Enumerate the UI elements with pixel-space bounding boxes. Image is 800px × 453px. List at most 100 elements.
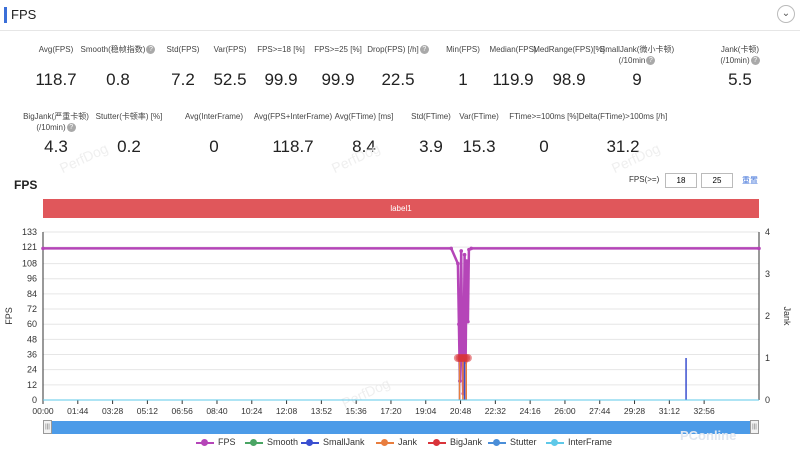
x-tick-label: 15:36 [346,406,368,415]
metric-value: 9 [632,70,642,89]
metric-value: 31.2 [606,137,640,156]
metric-value: 0 [539,137,549,156]
x-tick-label: 32:56 [693,406,715,415]
chart-legend: FPS Smooth SmallJank Jank BigJank Stutter Inte… [0,437,800,451]
x-tick-label: 24:16 [520,406,542,415]
metric-label: Min(FPS) [446,45,480,54]
help-icon[interactable]: ? [750,56,760,66]
y-tick-label: 121 [22,242,37,252]
metric-metrics_row1-1: Smooth(稳帧指数)? 0.8 [68,44,168,90]
legend-item-smooth[interactable]: Smooth [245,437,298,447]
metric-metrics_row2-6: Var(FTime) 15.3 [429,111,529,157]
legend-label: BigJank [450,437,483,447]
metric-value: 7.2 [171,70,195,89]
x-tick-label: 03:28 [102,406,124,415]
x-tick-label: 05:12 [137,406,159,415]
metric-value: 0.2 [117,137,141,156]
legend-label: FPS [218,437,236,447]
x-tick-label: 27:44 [589,406,611,415]
y-tick-label: 0 [32,395,37,405]
y-tick-label: 24 [27,365,37,375]
metric-label: FPS>=25 [%] [314,45,362,54]
series-point-fps [459,249,464,253]
help-icon[interactable]: ? [419,45,429,55]
x-tick-label: 12:08 [276,406,298,415]
metric-value: 98.9 [552,70,586,89]
metric-label: Avg(FTime) [ms] [334,112,394,121]
time-range-slider[interactable]: ||| ||| [43,420,759,434]
metric-label: SmallJank(微小卡顿) (/10min? [599,45,675,66]
metric-label: Drop(FPS) [/h]? [348,44,448,55]
label-banner[interactable]: label1 [43,199,759,218]
metric-value: 3.9 [419,137,443,156]
legend-item-stutter[interactable]: Stutter [488,437,537,447]
metric-label: Var(FTime) [459,112,499,121]
help-icon[interactable]: ? [146,45,156,55]
x-tick-label: 19:04 [415,406,437,415]
series-point-fps [456,261,460,266]
help-icon[interactable]: ? [646,56,656,66]
x-tick-label: 26:00 [554,406,576,415]
fps-threshold-label: FPS(>=) [629,175,660,184]
series-point-fps [449,246,453,251]
footer-logo: PConline [680,428,737,443]
legend-item-interframe[interactable]: InterFrame [546,437,612,447]
metric-value: 119.9 [492,70,534,89]
y-tick-label: 84 [27,289,37,299]
legend-label: Smooth [267,437,299,447]
reset-button[interactable]: 重置 [742,176,758,185]
metric-metrics_row1-0: Avg(FPS) 118.7 [6,44,106,90]
x-tick-label: 08:40 [206,406,228,415]
y2-tick-label: 3 [765,269,770,279]
metric-value: 22.5 [381,70,415,89]
chevron-down-icon[interactable]: ⌄ [777,5,795,23]
y-tick-label: 12 [27,380,37,390]
series-point-fps [462,252,467,257]
legend-swatch [196,438,214,446]
metric-metrics_row1-5: FPS>=25 [%] 99.9 [288,44,388,90]
fps-threshold-input-1[interactable] [665,173,697,188]
legend-item-fps[interactable]: FPS [196,437,236,447]
x-tick-label: 06:56 [172,406,194,415]
metric-value: 1 [458,70,468,89]
legend-item-bigjank[interactable]: BigJank [428,437,482,447]
metric-metrics_row2-5: Std(FTime) 3.9 [381,111,481,157]
slider-right-handle[interactable]: ||| [750,420,759,434]
metric-label: FTime>=100ms [%] [509,112,579,121]
metric-label: Avg(FPS+InterFrame) [253,112,333,121]
y-tick-label: 72 [27,304,37,314]
series-point-fps [41,246,45,251]
metric-label: Delta(FTime)>100ms [/h] [578,112,668,121]
x-tick-label: 20:48 [450,406,472,415]
legend-item-smalljank[interactable]: SmallJank [301,437,365,447]
metric-label: Jank(卡顿) (/10min)? [720,45,760,66]
legend-swatch [546,438,564,446]
metric-metrics_row2-4: Avg(FTime) [ms] 8.4 [314,111,414,157]
series-point-fps [457,322,461,327]
x-tick-label: 01:44 [67,406,89,415]
metric-metrics_row2-3: Avg(FPS+InterFrame) 118.7 [243,111,343,157]
metric-metrics_row1-2: Std(FPS) 7.2 [133,44,233,90]
metric-metrics_row1-8: Median(FPS) 119.9 [463,44,563,90]
slider-left-handle[interactable]: ||| [43,420,52,434]
help-icon[interactable]: ? [66,123,76,133]
metric-metrics_row1-4: FPS>=18 [%] 99.9 [231,44,331,90]
metric-value: 118.7 [35,70,77,89]
legend-swatch [376,438,394,446]
metric-metrics_row2-0: BigJank(严重卡顿) (/10min)? 4.3 [6,111,106,157]
metric-metrics_row2-2: Avg(InterFrame) 0 [164,111,264,157]
legend-label: SmallJank [323,437,365,447]
metric-label: Median(FPS) [489,45,537,54]
panel-title: FPS [11,7,37,22]
metric-value: 118.7 [272,137,314,156]
fps-threshold-input-2[interactable] [701,173,733,188]
metric-metrics_row1-10: SmallJank(微小卡顿) (/10min? 9 [587,44,687,90]
metric-label: MedRange(FPS)[%] [533,45,605,54]
series-point-fps [757,246,761,251]
y-tick-label: 60 [27,319,37,329]
legend-item-jank[interactable]: Jank [376,437,417,447]
y-tick-label: 36 [27,350,37,360]
metric-value: 52.5 [213,70,247,89]
y-tick-label: 48 [27,334,37,344]
